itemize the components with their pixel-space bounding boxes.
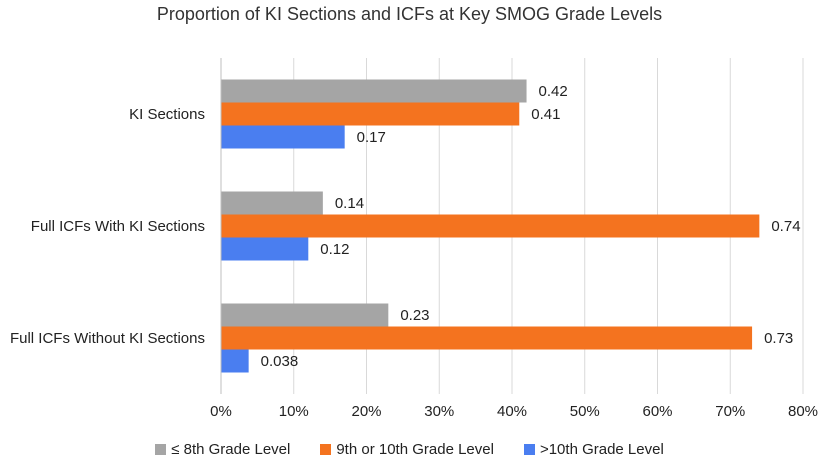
bar xyxy=(221,214,760,238)
bar xyxy=(221,237,309,261)
category-label: Full ICFs Without KI Sections xyxy=(10,330,205,347)
bar xyxy=(221,303,389,327)
category-label: KI Sections xyxy=(129,106,205,123)
data-label: 0.23 xyxy=(400,307,429,324)
legend-label-gt10: >10th Grade Level xyxy=(539,440,664,458)
data-label: 0.73 xyxy=(764,330,793,347)
legend-swatch-gt10 xyxy=(523,443,535,455)
legend-swatch-le8 xyxy=(155,443,167,455)
bar xyxy=(221,191,323,215)
data-label: 0.42 xyxy=(539,83,568,100)
legend-item-gt10: >10th Grade Level xyxy=(523,440,664,458)
data-label: 0.17 xyxy=(357,129,386,146)
data-label: 0.74 xyxy=(771,218,800,235)
data-label: 0.41 xyxy=(531,106,560,123)
bar xyxy=(221,102,520,126)
legend-swatch-9-10 xyxy=(320,443,332,455)
bar xyxy=(221,125,345,149)
category-label: Full ICFs With KI Sections xyxy=(31,218,205,235)
legend-label-9-10: 9th or 10th Grade Level xyxy=(336,440,494,458)
legend: ≤ 8th Grade Level 9th or 10th Grade Leve… xyxy=(0,438,819,460)
chart-title: Proportion of KI Sections and ICFs at Ke… xyxy=(156,4,663,24)
legend-item-le8: ≤ 8th Grade Level xyxy=(155,441,290,458)
x-tick-label: 60% xyxy=(642,403,672,420)
x-tick-label: 80% xyxy=(788,403,818,420)
x-tick-label: 40% xyxy=(497,403,527,420)
x-tick-label: 10% xyxy=(279,403,309,420)
x-tick-label: 0% xyxy=(210,403,232,420)
x-tick-label: 50% xyxy=(570,403,600,420)
x-tick-label: 20% xyxy=(351,403,381,420)
legend-label-le8: ≤ 8th Grade Level xyxy=(171,440,291,458)
legend-item-9-10: 9th or 10th Grade Level xyxy=(320,441,494,458)
bar xyxy=(221,349,249,373)
x-tick-label: 30% xyxy=(424,403,454,420)
bar xyxy=(221,326,753,350)
data-label: 0.12 xyxy=(320,241,349,258)
data-label: 0.038 xyxy=(261,353,299,370)
x-tick-label: 70% xyxy=(715,403,745,420)
data-label: 0.14 xyxy=(335,195,364,212)
bar xyxy=(221,79,527,103)
